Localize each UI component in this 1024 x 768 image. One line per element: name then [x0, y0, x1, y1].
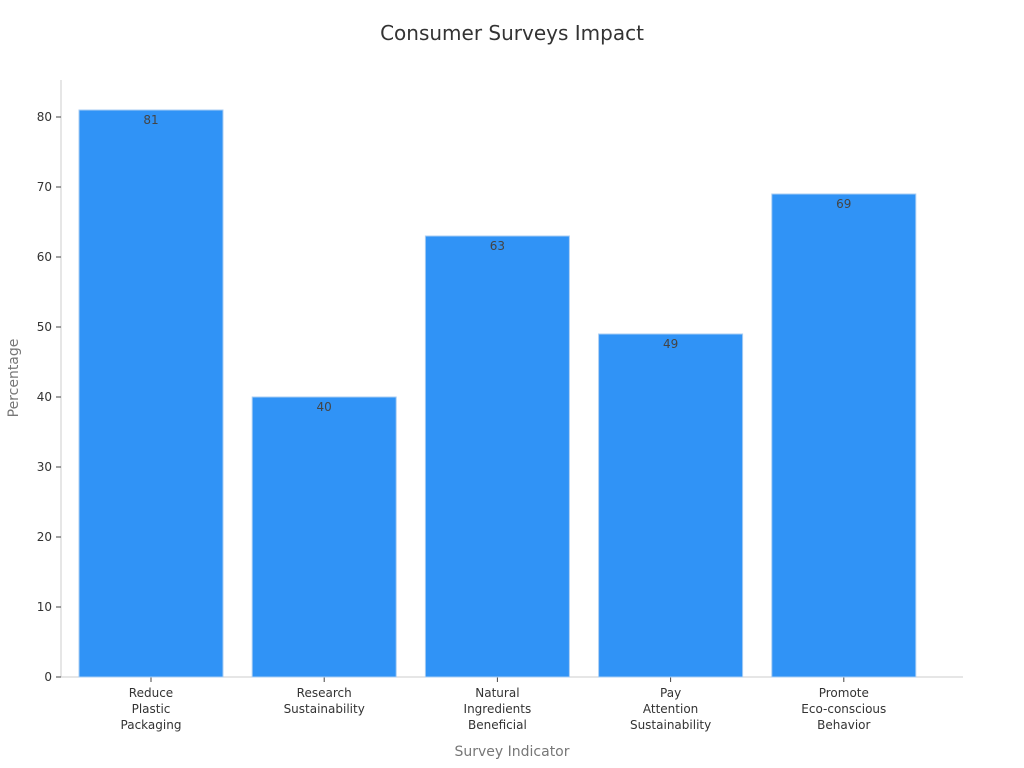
- y-tick-label: 80: [37, 110, 52, 124]
- y-tick-label: 70: [37, 180, 52, 194]
- x-axis-label: Survey Indicator: [454, 744, 569, 760]
- y-tick-label: 40: [37, 390, 52, 404]
- y-tick-label: 30: [37, 460, 52, 474]
- bar: [78, 109, 224, 678]
- bar: [251, 396, 397, 678]
- bar-value-label: 49: [663, 337, 678, 351]
- y-axis-label: Percentage: [6, 339, 22, 418]
- y-tick-label: 10: [37, 600, 52, 614]
- y-tick-label: 50: [37, 320, 52, 334]
- bar-value-label: 63: [490, 239, 505, 253]
- x-axis: Reduce Plastic Packaging Research Sustainabi…: [61, 676, 963, 732]
- bar-value-label: 69: [836, 197, 851, 211]
- x-tick-label: Reduce Plastic Packaging: [121, 686, 182, 732]
- bar-value-label: 40: [317, 400, 332, 414]
- x-tick-label: Pay Attention Sustainability: [630, 686, 711, 732]
- x-tick-label: Research Sustainability: [284, 686, 365, 716]
- y-tick-label: 20: [37, 530, 52, 544]
- x-tick-label: Natural Ingredients Beneficial: [464, 686, 532, 732]
- bar: [424, 235, 570, 678]
- bar-value-label: 81: [143, 113, 158, 127]
- y-axis: 0 10 20 30 40 50 60 70 80: [37, 80, 62, 684]
- bar: [598, 333, 744, 678]
- y-tick-label: 60: [37, 250, 52, 264]
- y-tick-label: 0: [44, 670, 52, 684]
- bars: 81 40 63 49 69: [78, 109, 917, 678]
- x-tick-label: Promote Eco-conscious Behavior: [801, 686, 886, 732]
- bar: [771, 193, 917, 678]
- chart-title: Consumer Surveys Impact: [380, 21, 644, 45]
